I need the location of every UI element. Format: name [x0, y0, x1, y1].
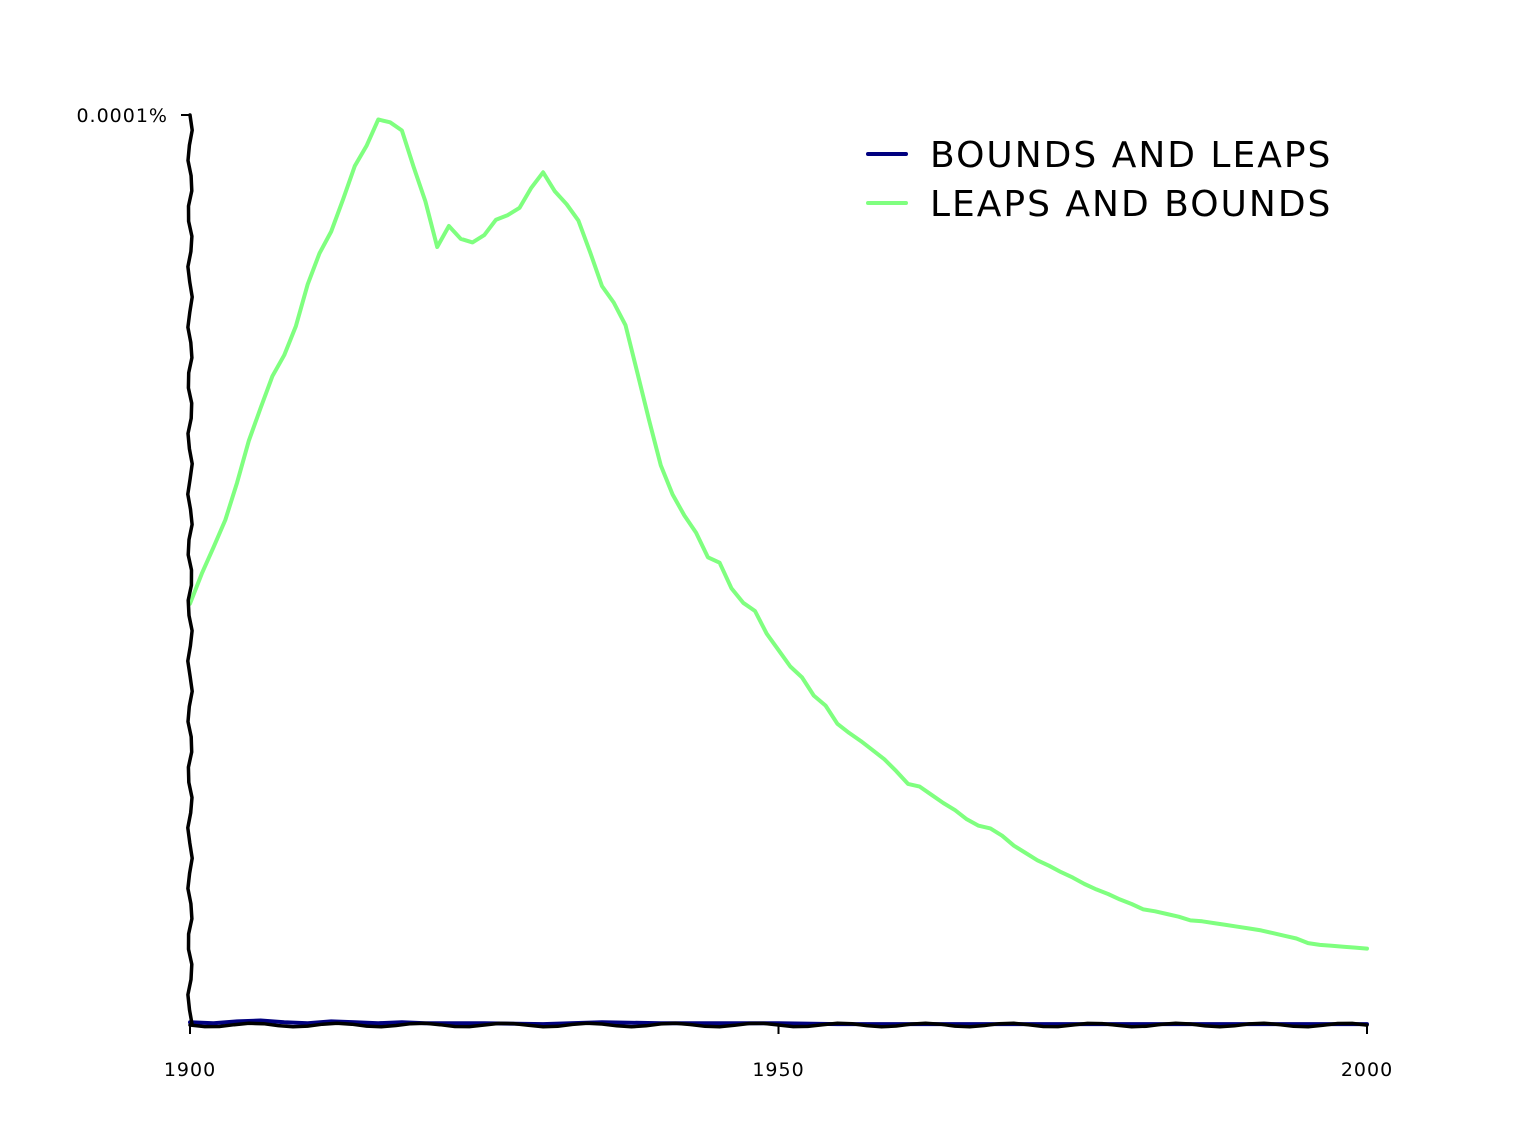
x-tick-label: 1900 [164, 1059, 216, 1081]
series-line-leaps-and-bounds [188, 117, 1369, 951]
y-ticks: 0.0001% [76, 105, 190, 127]
legend-label-bounds-and-leaps: BOUNDS AND LEAPS [930, 135, 1332, 176]
y-tick-label: 0.0001% [76, 105, 168, 127]
x-ticks: 1900 1950 2000 [164, 1025, 1393, 1081]
x-tick-label: 1950 [752, 1059, 804, 1081]
legend-label-leaps-and-bounds: LEAPS AND BOUNDS [930, 184, 1332, 225]
axes [186, 113, 1369, 1029]
legend: BOUNDS AND LEAPS LEAPS AND BOUNDS [866, 135, 1332, 225]
plot-area [188, 117, 1369, 1027]
y-axis-line [186, 113, 194, 1027]
x-tick-label: 2000 [1341, 1059, 1393, 1081]
